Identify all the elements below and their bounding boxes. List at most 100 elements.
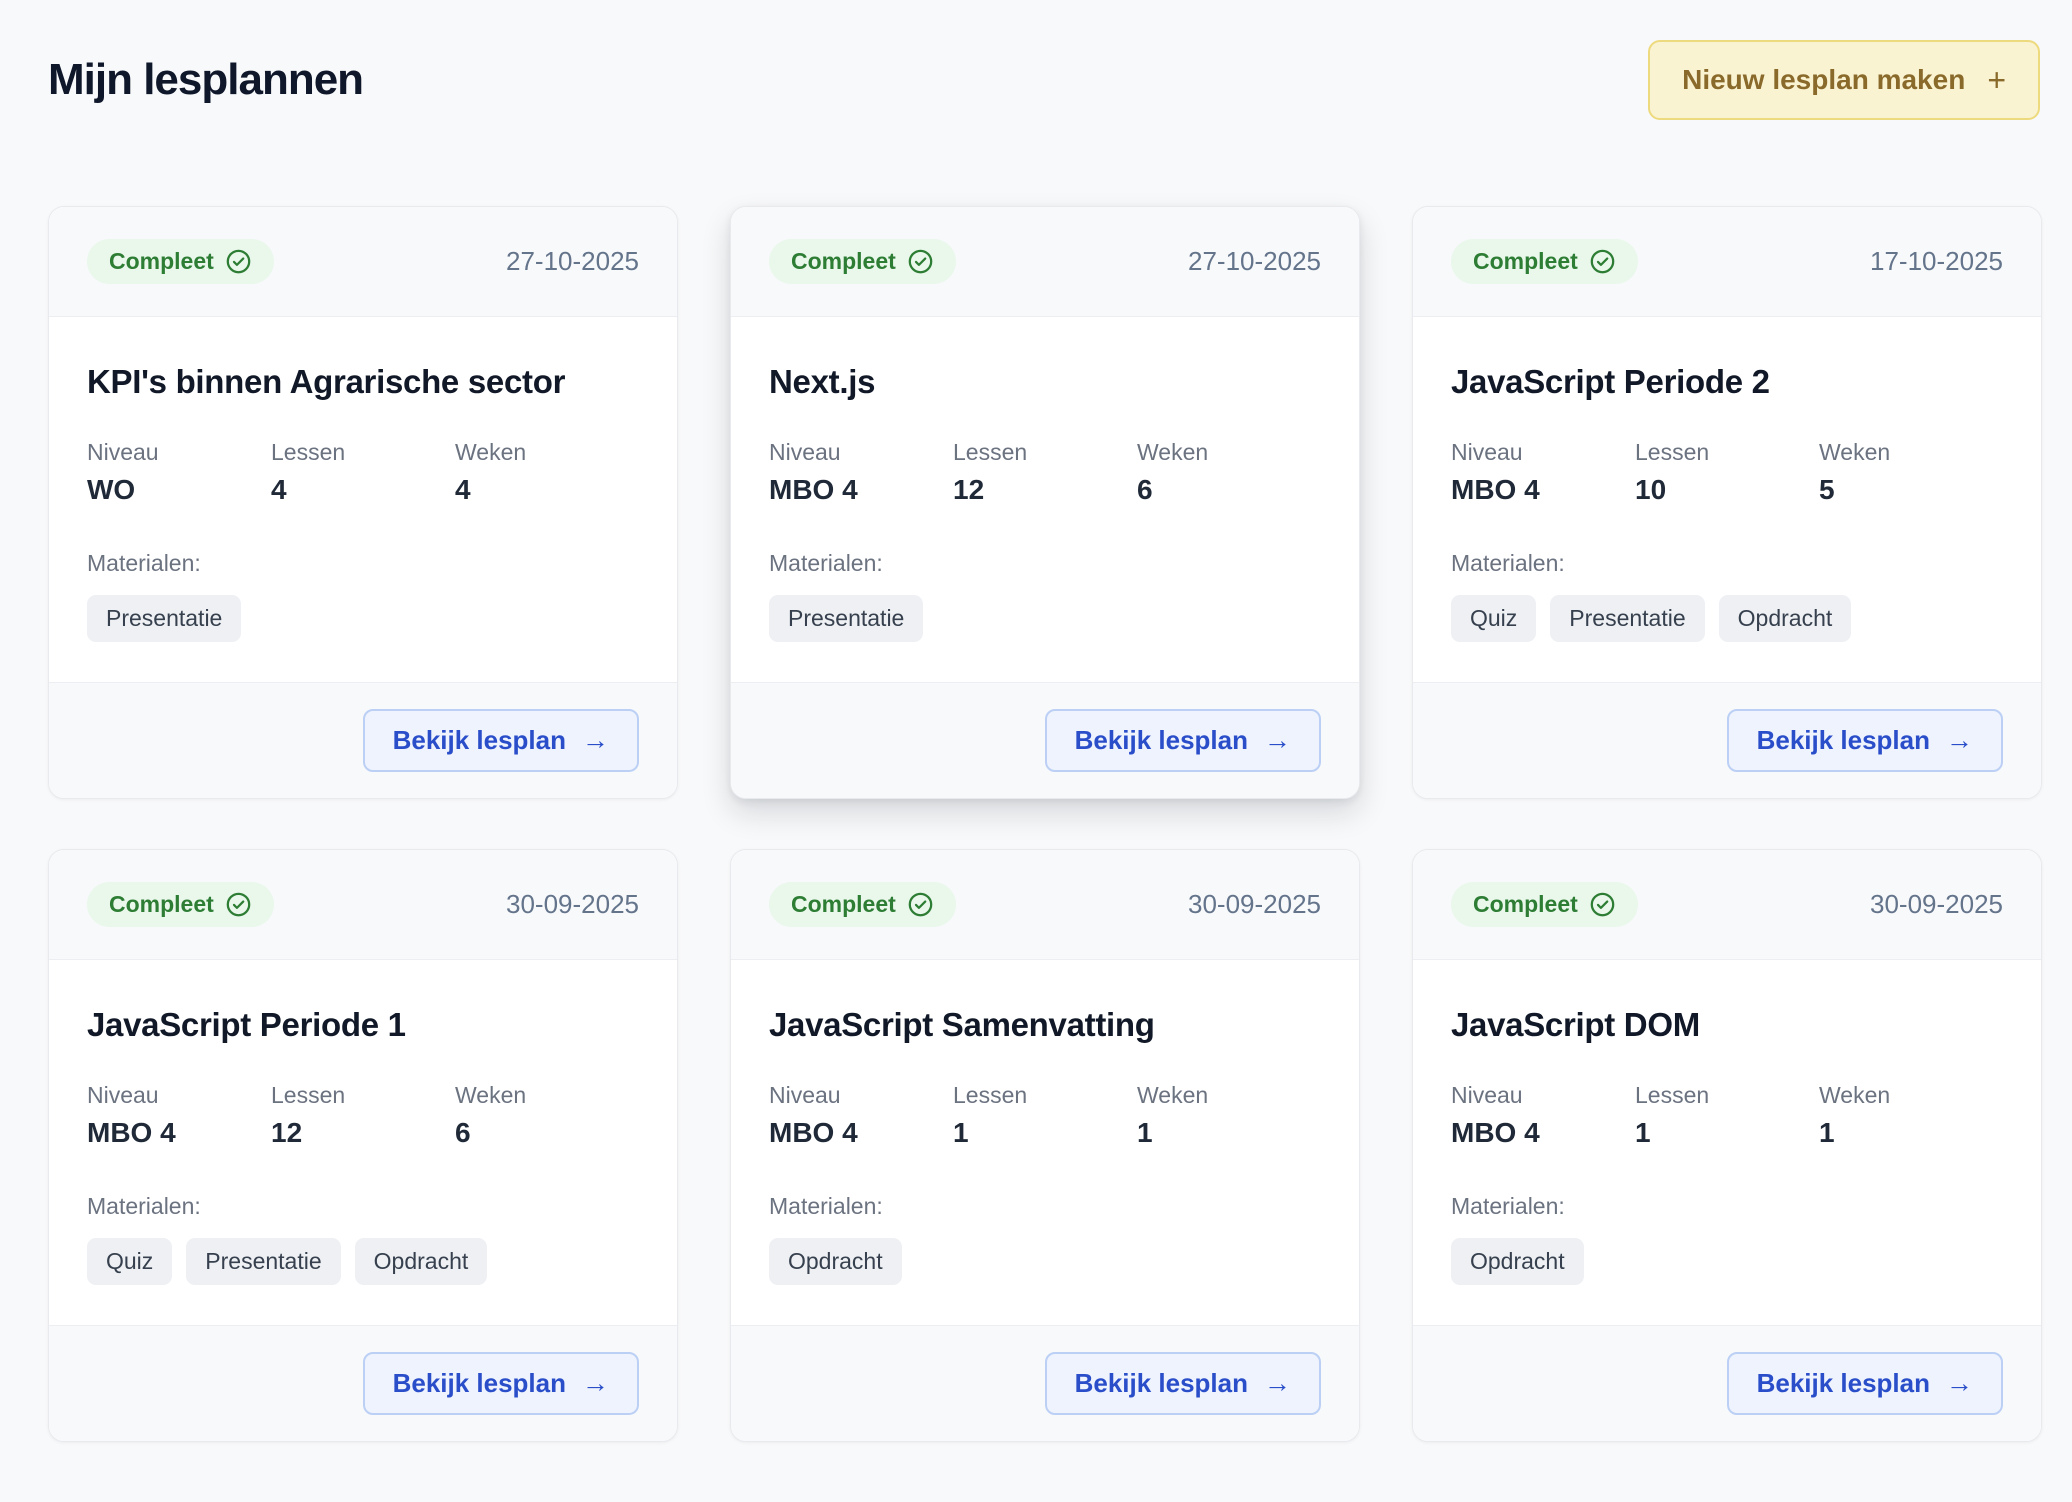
stat-niveau: Niveau MBO 4 — [769, 1082, 953, 1149]
stat-value: 1 — [1635, 1117, 1651, 1148]
stat-label: Niveau — [87, 1082, 159, 1108]
card-footer: Bekijk lesplan → — [731, 682, 1359, 798]
stat-value: MBO 4 — [769, 474, 858, 505]
card-title: Next.js — [769, 363, 876, 400]
card-header: Compleet 17-10-2025 — [1413, 207, 2041, 317]
stat-value: 6 — [455, 1117, 471, 1148]
stat-label: Niveau — [87, 439, 159, 465]
view-lesson-plan-label: Bekijk lesplan — [1074, 725, 1248, 755]
status-badge: Compleet — [769, 882, 956, 927]
check-circle-icon — [226, 892, 251, 917]
arrow-right-icon: → — [582, 1368, 609, 1398]
view-lesson-plan-button[interactable]: Bekijk lesplan → — [362, 1352, 639, 1415]
stat-niveau: Niveau MBO 4 — [1451, 439, 1635, 506]
arrow-right-icon: → — [1264, 725, 1291, 755]
lesson-plan-card: Compleet 30-09-2025 JavaScript Periode 1… — [48, 849, 678, 1442]
view-lesson-plan-label: Bekijk lesplan — [392, 1368, 566, 1398]
stat-lessen: Lessen 1 — [953, 1082, 1137, 1149]
stat-niveau: Niveau MBO 4 — [1451, 1082, 1635, 1149]
stat-value: 10 — [1635, 474, 1667, 505]
check-circle-icon — [908, 892, 933, 917]
lesson-plan-card: Compleet 30-09-2025 JavaScript Samenvatt… — [730, 849, 1360, 1442]
material-chip: Opdracht — [769, 1238, 902, 1285]
stat-lessen: Lessen 12 — [953, 439, 1137, 506]
view-lesson-plan-button[interactable]: Bekijk lesplan → — [1044, 709, 1321, 772]
card-header: Compleet 27-10-2025 — [731, 207, 1359, 317]
card-body: JavaScript Periode 2 Niveau MBO 4 Lessen… — [1413, 317, 2041, 682]
view-lesson-plan-button[interactable]: Bekijk lesplan → — [1044, 1352, 1321, 1415]
card-header: Compleet 30-09-2025 — [49, 850, 677, 960]
lesson-plan-card: Compleet 27-10-2025 Next.js Niveau MBO 4… — [730, 206, 1360, 799]
new-lesson-plan-label: Nieuw lesplan maken — [1682, 64, 1966, 95]
card-body: JavaScript Samenvatting Niveau MBO 4 Les… — [731, 960, 1359, 1325]
material-chip: Presentatie — [87, 595, 242, 642]
status-badge: Compleet — [1451, 239, 1638, 284]
card-footer: Bekijk lesplan → — [731, 1325, 1359, 1441]
page-title: Mijn lesplannen — [48, 55, 364, 104]
stat-value: 4 — [271, 474, 287, 505]
arrow-right-icon: → — [582, 725, 609, 755]
card-stats: Niveau MBO 4 Lessen 12 Weken 6 — [769, 439, 1321, 506]
material-chip: Presentatie — [769, 595, 924, 642]
stat-label: Niveau — [769, 439, 841, 465]
stat-value: MBO 4 — [769, 1117, 858, 1148]
materials-label: Materialen: — [1451, 550, 1565, 576]
materials-list: Quiz Presentatie Opdracht — [87, 1238, 639, 1285]
view-lesson-plan-button[interactable]: Bekijk lesplan → — [1726, 1352, 2003, 1415]
view-lesson-plan-label: Bekijk lesplan — [1756, 1368, 1930, 1398]
card-title: JavaScript Samenvatting — [769, 1006, 1155, 1043]
stat-weken: Weken 5 — [1819, 439, 2003, 506]
status-label: Compleet — [1473, 891, 1578, 917]
card-body: JavaScript Periode 1 Niveau MBO 4 Lessen… — [49, 960, 677, 1325]
materials-list: Quiz Presentatie Opdracht — [1451, 595, 2003, 642]
stat-value: 1 — [953, 1117, 969, 1148]
card-date: 30-09-2025 — [1188, 889, 1321, 919]
stat-label: Weken — [1819, 1082, 1891, 1108]
stat-label: Lessen — [953, 439, 1028, 465]
stat-value: 6 — [1137, 474, 1153, 505]
stat-value: 4 — [455, 474, 471, 505]
card-title: KPI's binnen Agrarische sector — [87, 363, 566, 400]
card-date: 30-09-2025 — [1870, 889, 2003, 919]
status-badge: Compleet — [1451, 882, 1638, 927]
check-circle-icon — [226, 249, 251, 274]
new-lesson-plan-button[interactable]: Nieuw lesplan maken + — [1648, 40, 2040, 120]
stat-niveau: Niveau WO — [87, 439, 271, 506]
view-lesson-plan-label: Bekijk lesplan — [1074, 1368, 1248, 1398]
arrow-right-icon: → — [1264, 1368, 1291, 1398]
view-lesson-plan-label: Bekijk lesplan — [392, 725, 566, 755]
card-stats: Niveau MBO 4 Lessen 12 Weken 6 — [87, 1082, 639, 1149]
materials-label: Materialen: — [769, 1193, 883, 1219]
stat-value: WO — [87, 474, 136, 505]
view-lesson-plan-label: Bekijk lesplan — [1756, 725, 1930, 755]
card-stats: Niveau WO Lessen 4 Weken 4 — [87, 439, 639, 506]
stat-label: Lessen — [1635, 439, 1710, 465]
card-date: 30-09-2025 — [506, 889, 639, 919]
materials-list: Opdracht — [1451, 1238, 2003, 1285]
stat-label: Lessen — [1635, 1082, 1710, 1108]
card-body: KPI's binnen Agrarische sector Niveau WO… — [49, 317, 677, 682]
stat-lessen: Lessen 10 — [1635, 439, 1819, 506]
status-badge: Compleet — [87, 882, 274, 927]
arrow-right-icon: → — [1946, 1368, 1973, 1398]
materials-list: Presentatie — [87, 595, 639, 642]
check-circle-icon — [1590, 892, 1615, 917]
status-label: Compleet — [109, 248, 214, 274]
stat-value: MBO 4 — [1451, 1117, 1540, 1148]
view-lesson-plan-button[interactable]: Bekijk lesplan → — [1726, 709, 2003, 772]
material-chip: Presentatie — [186, 1238, 341, 1285]
stat-label: Lessen — [271, 439, 346, 465]
check-circle-icon — [908, 249, 933, 274]
view-lesson-plan-button[interactable]: Bekijk lesplan → — [362, 709, 639, 772]
stat-label: Weken — [1137, 1082, 1209, 1108]
stat-label: Niveau — [1451, 439, 1523, 465]
stat-value: MBO 4 — [1451, 474, 1540, 505]
stat-label: Lessen — [271, 1082, 346, 1108]
stat-value: 12 — [953, 474, 985, 505]
stat-label: Weken — [455, 439, 527, 465]
materials-label: Materialen: — [87, 550, 201, 576]
material-chip: Quiz — [1451, 595, 1537, 642]
status-label: Compleet — [791, 891, 896, 917]
stat-label: Lessen — [953, 1082, 1028, 1108]
